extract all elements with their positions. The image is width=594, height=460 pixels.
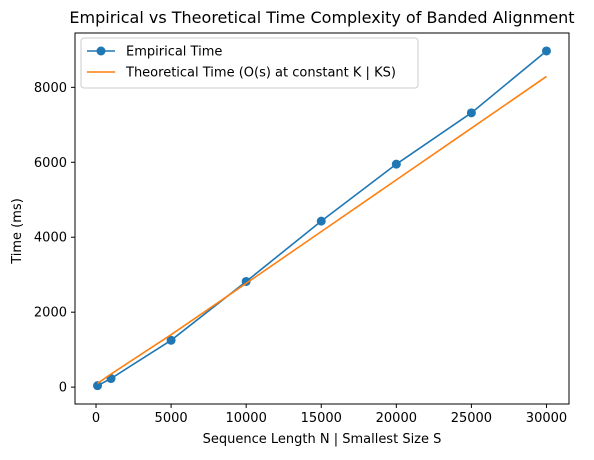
- y-tick-label: 4000: [34, 231, 67, 246]
- y-tick-label: 6000: [34, 156, 67, 171]
- data-point: [241, 276, 251, 286]
- x-tick-label: 0: [92, 411, 100, 426]
- y-axis-title: Time (ms): [10, 198, 25, 265]
- x-axis-ticks: 0 5000 10000 15000 20000 25000 30000: [92, 404, 567, 426]
- data-point: [316, 216, 326, 226]
- x-tick-label: 10000: [225, 411, 266, 426]
- x-tick-label: 30000: [526, 411, 567, 426]
- data-point: [541, 46, 551, 56]
- x-tick-label: 20000: [376, 411, 417, 426]
- legend-box: [80, 37, 419, 89]
- series-layer: [93, 46, 551, 391]
- chart-title: Empirical vs Theoretical Time Complexity…: [69, 8, 574, 27]
- y-tick-label: 2000: [34, 306, 67, 321]
- legend-label: Theoretical Time (O(s) at constant K | K…: [125, 66, 396, 81]
- series-line-0: [97, 50, 547, 387]
- data-point: [391, 159, 401, 169]
- y-tick-label: 0: [59, 381, 67, 396]
- legend-label: Empirical Time: [126, 45, 222, 60]
- y-axis-ticks: 0 2000 4000 6000 8000: [34, 81, 75, 396]
- data-point: [166, 335, 176, 345]
- series-line-1: [97, 75, 547, 385]
- x-axis-title: Sequence Length N | Smallest Size S: [203, 432, 442, 447]
- legend-swatch-marker: [96, 46, 106, 56]
- x-tick-label: 5000: [155, 411, 188, 426]
- x-tick-label: 15000: [301, 411, 342, 426]
- y-tick-label: 8000: [34, 81, 67, 96]
- plot-area-frame: [74, 32, 570, 405]
- data-point: [93, 381, 103, 391]
- data-point: [466, 108, 476, 118]
- x-tick-label: 25000: [451, 411, 492, 426]
- legend: Empirical Time Theoretical Time (O(s) at …: [80, 37, 419, 89]
